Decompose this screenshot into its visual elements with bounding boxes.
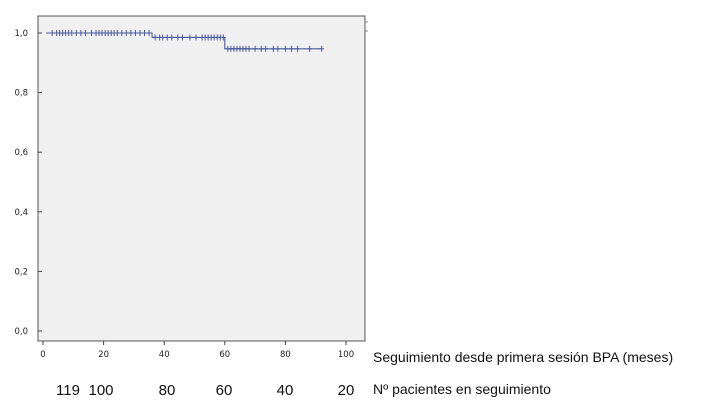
censor-mark: [128, 30, 134, 36]
y-tick-label: 0,4: [14, 208, 28, 218]
censor-mark: [88, 30, 94, 36]
x-tick-label: 0: [40, 350, 45, 360]
censor-mark: [258, 45, 264, 52]
y-tick-label: 0,2: [14, 267, 28, 277]
risk-count: 40: [277, 382, 294, 399]
censor-mark: [275, 45, 281, 52]
censor-mark: [169, 34, 175, 41]
plot-area: [37, 15, 366, 342]
censor-mark: [175, 34, 181, 41]
censor-mark: [288, 45, 294, 52]
risk-count: 20: [338, 382, 355, 399]
x-axis: 0 20 40 60 80 100: [40, 341, 354, 360]
x-tick-label: 100: [338, 350, 354, 360]
risk-table: Nº pacientes en seguimiento 119 100 80 60 40…: [56, 381, 551, 399]
risk-count: 60: [216, 382, 233, 399]
y-axis: 0,0 0,2 0,4 0,6 0,8 1,0: [14, 29, 42, 337]
risk-count: 80: [159, 382, 176, 399]
x-tick-label: 40: [159, 350, 170, 360]
censor-mark: [270, 45, 276, 52]
censor-mark: [263, 45, 269, 52]
y-tick-label: 0,6: [14, 148, 28, 158]
censor-mark: [114, 30, 120, 36]
series-layer: [46, 30, 325, 52]
censor-mark: [193, 34, 199, 41]
y-tick-label: 0,8: [14, 89, 28, 99]
censor-mark: [119, 30, 125, 36]
censor-mark: [123, 30, 129, 36]
censor-mark: [295, 45, 301, 52]
censor-mark: [179, 34, 185, 41]
censor-mark: [69, 30, 75, 36]
censor-mark: [152, 34, 158, 41]
censor-mark: [220, 34, 226, 41]
censor-mark: [282, 45, 288, 52]
censor-mark: [49, 30, 55, 36]
censor-mark: [137, 30, 143, 36]
censor-mark: [78, 30, 84, 36]
censor-mark: [187, 34, 193, 41]
censor-mark: [319, 45, 325, 52]
censor-mark: [164, 34, 170, 41]
x-tick-label: 60: [219, 350, 230, 360]
y-tick-label: 1,0: [14, 29, 28, 39]
censor-mark: [307, 45, 313, 52]
censor-mark: [73, 30, 79, 36]
censor-mark: [146, 30, 152, 36]
censor-mark: [160, 34, 166, 41]
censor-mark: [132, 30, 138, 36]
y-tick-label: 0,0: [14, 327, 28, 337]
risk-count: 119: [56, 382, 80, 399]
censor-mark: [252, 45, 258, 52]
censor-mark: [142, 30, 148, 36]
x-tick-label: 80: [280, 350, 291, 360]
x-tick-label: 20: [98, 350, 109, 360]
censor-mark: [82, 30, 88, 36]
x-axis-label: Seguimiento desde primera sesión BPA (me…: [373, 349, 673, 365]
risk-table-label: Nº pacientes en seguimiento: [373, 381, 551, 397]
censor-mark: [246, 45, 252, 52]
risk-count: 100: [88, 382, 113, 399]
